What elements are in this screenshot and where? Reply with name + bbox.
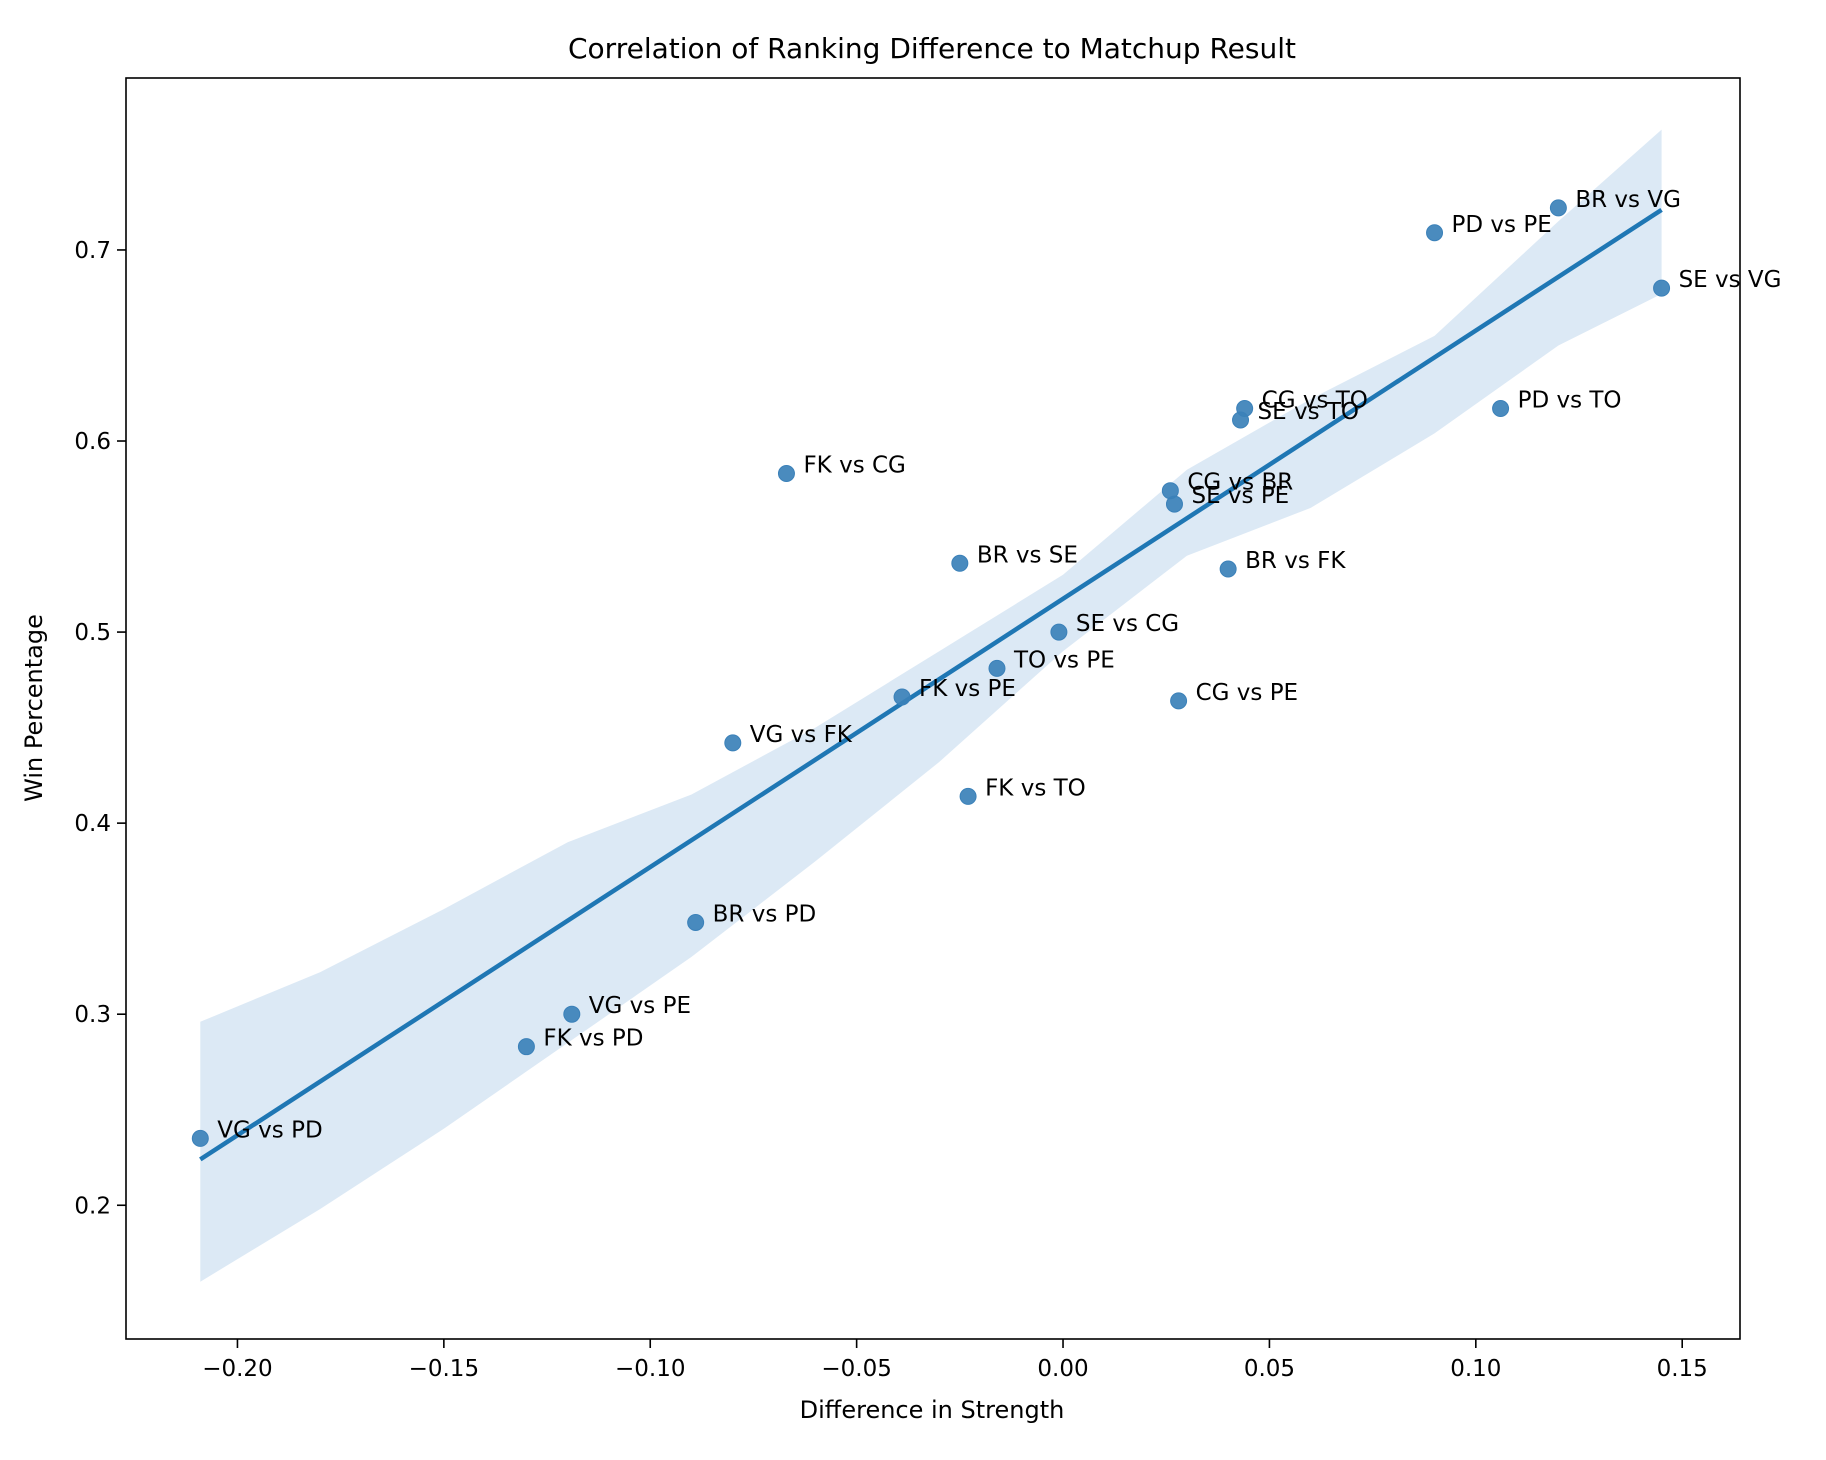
y-tick-label: 0.6 [74,429,111,455]
x-tick-label: 0.15 [1657,1356,1708,1382]
data-point [1653,279,1671,297]
data-point [517,1038,535,1056]
point-label: FK vs PE [919,676,1016,702]
point-label: SE vs CG [1076,611,1179,637]
data-point [563,1005,581,1023]
point-label: FK vs PD [543,1026,643,1052]
data-point [959,787,977,805]
y-axis-label: Win Percentage [20,614,48,802]
confidence-band-layer [200,129,1662,1282]
data-point [1549,199,1567,217]
y-tick-label: 0.7 [74,238,111,264]
y-tick-label: 0.2 [74,1193,111,1219]
y-tick-label: 0.3 [74,1002,111,1028]
data-point [893,688,911,706]
point-label: PD vs PE [1452,212,1552,238]
confidence-band [200,129,1662,1282]
point-label: TO vs PE [1013,647,1115,673]
point-label: BR vs VG [1575,187,1681,213]
data-point [724,734,742,752]
point-label: PD vs TO [1518,388,1622,414]
data-point [1219,560,1237,578]
x-tick-label: −0.05 [821,1356,891,1382]
point-label: VG vs FK [750,722,853,748]
data-point [1170,692,1188,710]
regression-line [199,207,1663,1162]
point-label: CG vs BR [1187,470,1293,496]
data-point [1165,495,1183,513]
point-label: SE vs PE [1191,483,1289,509]
x-tick-label: −0.10 [615,1356,685,1382]
plot-frame [125,77,1741,1340]
chart-title: Correlation of Ranking Difference to Mat… [568,32,1296,65]
y-tick-label: 0.4 [74,811,111,837]
point-label: VG vs PE [589,993,691,1019]
x-tick-label: 0.10 [1450,1356,1501,1382]
point-label: BR vs SE [977,542,1078,568]
point-label: VG vs PD [217,1117,322,1143]
point-label: SE vs VG [1679,267,1782,293]
x-tick-label: −0.15 [409,1356,479,1382]
y-tick-label: 0.5 [74,620,111,646]
data-point [951,554,969,572]
x-tick-label: 0.00 [1037,1356,1088,1382]
y-ticks: 0.2 0.3 0.4 0.5 0.6 0.7 [74,238,126,1219]
data-point [988,659,1006,677]
data-point [1492,400,1510,418]
regression-line-layer [199,207,1663,1162]
data-point [1426,224,1444,242]
x-ticks: −0.20 −0.15 −0.10 −0.05 0.00 0.05 0.10 0.15 [202,1339,1708,1382]
data-point [191,1129,209,1147]
point-label: CG vs TO [1262,388,1368,414]
point-label: SE vs TO [1258,399,1360,425]
point-label: FK vs TO [985,775,1086,801]
x-tick-label: 0.05 [1244,1356,1295,1382]
data-point [777,464,795,482]
point-label: BR vs FK [1245,548,1346,574]
point-label: FK vs CG [803,452,905,478]
x-axis-label: Difference in Strength [800,1396,1065,1424]
point-label: CG vs PE [1196,680,1299,706]
x-tick-label: −0.20 [202,1356,272,1382]
point-label: BR vs PD [713,901,817,927]
data-point [1050,623,1068,641]
data-point [687,913,705,931]
data-point [1232,411,1250,429]
points-layer [191,199,1671,1147]
